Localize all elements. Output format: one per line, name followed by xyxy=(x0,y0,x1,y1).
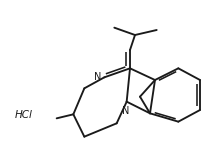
Text: HCl: HCl xyxy=(15,110,33,120)
Text: N: N xyxy=(122,106,129,116)
Text: N: N xyxy=(94,72,101,82)
